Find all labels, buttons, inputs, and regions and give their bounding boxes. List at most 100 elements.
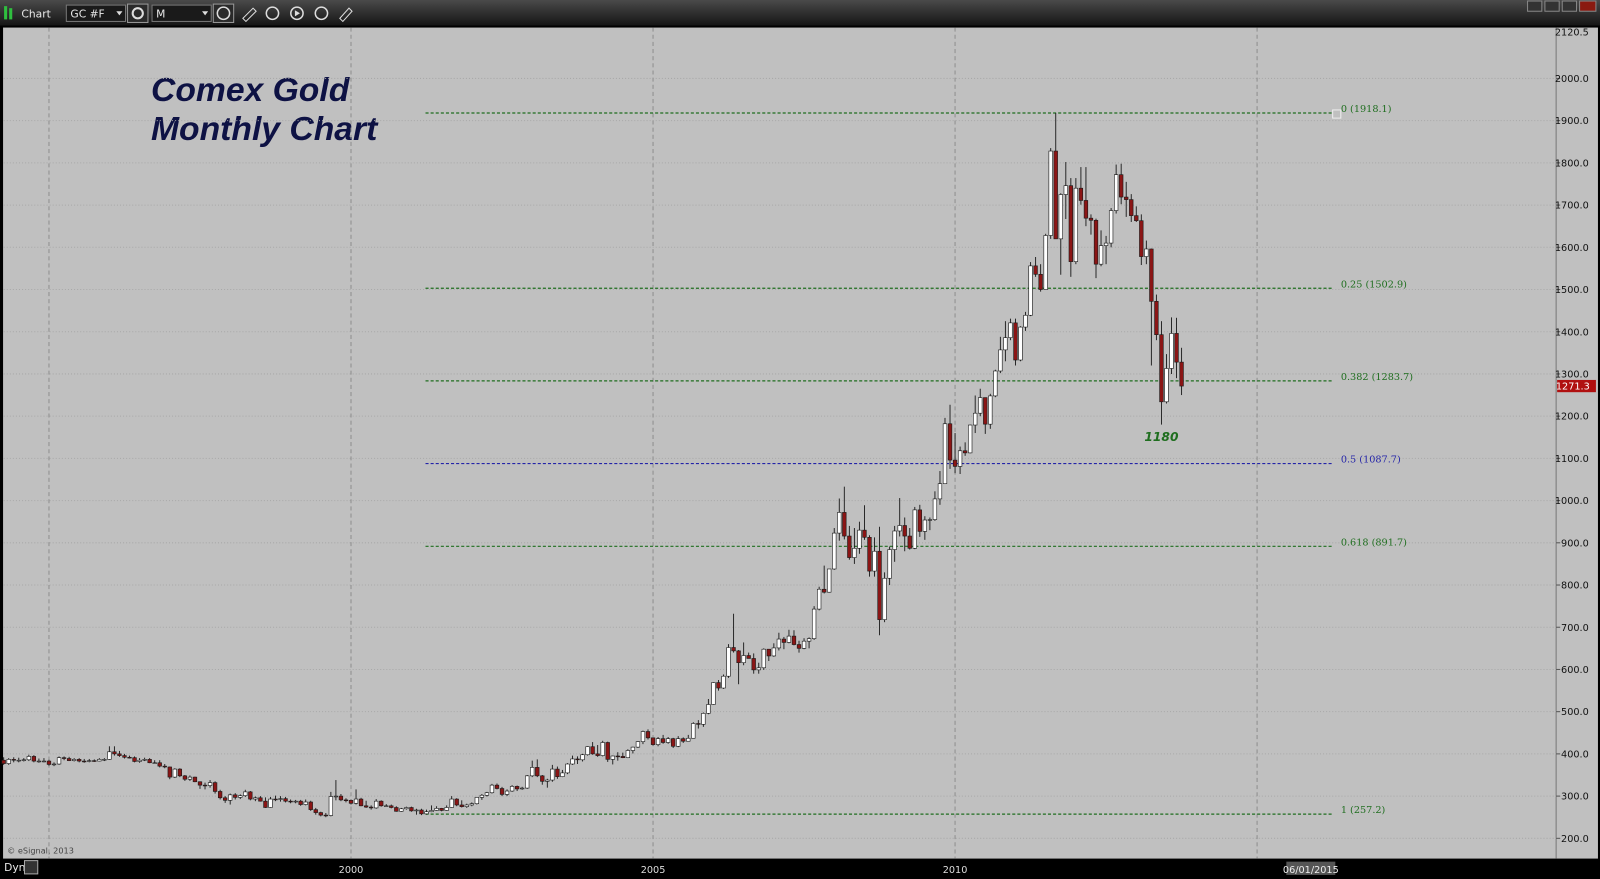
candle-body [212,782,218,792]
candle-body [258,797,263,802]
candle-body [882,577,887,620]
y-tick-label: 700.0 [1561,623,1589,634]
maximize-button[interactable] [1561,0,1578,12]
candle-body [1018,326,1023,361]
last-price-box [1557,379,1596,393]
candle-body [197,781,203,786]
candle-body [902,525,907,537]
candle-body [223,797,228,801]
candle-body [1048,150,1053,236]
restore-button[interactable] [1527,0,1543,12]
candle-body [852,547,857,558]
candle-body [1119,174,1124,198]
pencil-button[interactable] [242,7,257,23]
mode-button[interactable] [23,860,39,875]
candle-body [640,731,646,742]
candle-body [520,787,525,790]
candle-body [288,800,293,803]
copyright: © eSignal, 2013 [7,845,74,855]
candle-body [464,804,469,807]
candle-body [630,746,636,751]
time-axis [0,859,1600,877]
candle-body [348,800,354,804]
candle-body [1,759,6,764]
candle-body [957,450,963,467]
close-button[interactable] [1579,0,1597,12]
candle-body [1134,215,1139,222]
settings-button[interactable] [127,3,149,23]
play-button[interactable] [290,6,304,21]
candle-body [293,800,298,803]
candle-body [1053,150,1058,240]
last-price-label: 1271.3 [1556,382,1590,393]
candle-body [1088,217,1094,221]
candle-body [857,529,862,549]
candle-body [182,775,188,780]
candle-body [26,756,31,761]
candle-body [1033,265,1038,275]
candle-body [655,738,661,745]
candle-body [102,759,107,761]
candle-body [736,650,741,664]
candle-body [248,791,253,800]
symbol[interactable]: GC #F [70,7,104,20]
y-top-label: 2120.5 [1555,28,1589,39]
candle-body [1073,187,1079,262]
candle-body [1058,194,1063,240]
candle-body [525,775,530,789]
candle-body [686,737,691,742]
candle-body [46,760,52,765]
candle-body [1083,200,1089,219]
candle-body [273,798,278,801]
candle-body [1179,361,1184,387]
candle-body [147,759,152,764]
minimize-button[interactable] [1544,0,1560,12]
candle-body [847,535,852,558]
y-tick-label: 1500.0 [1555,285,1589,296]
candle-body [842,512,847,537]
candle-body [82,760,87,763]
candle-body [1098,245,1104,265]
candle-body [575,758,580,761]
candle-body [822,588,827,593]
candle-body [278,798,283,800]
candle-body [897,525,902,532]
candle-body [927,519,933,521]
candle-body [1169,333,1174,369]
candle-body [77,759,82,762]
gear-icon [131,7,144,20]
candle-body [746,655,751,659]
candle-body [1038,274,1043,290]
y-tick-label: 900.0 [1561,538,1589,549]
candle-body [973,412,978,426]
interval-box[interactable] [151,4,212,22]
candle-body [786,635,792,643]
app-icon [9,8,13,20]
zoom-button[interactable] [314,6,329,21]
candle-body [353,798,359,804]
candle-body [152,762,157,764]
candle-body [625,750,631,758]
candle-body [1043,235,1048,290]
candle-body [771,647,776,657]
candle-body [343,799,349,802]
candle-body [610,755,615,760]
symbol-box[interactable] [65,4,127,22]
eraser-button[interactable] [339,7,353,23]
x-tick-label: 2005 [641,865,666,876]
candle-body [87,760,92,762]
refresh-button[interactable] [265,6,280,21]
candle-body [177,768,182,777]
candle-body [424,811,429,815]
candle-body [303,801,308,805]
candle-body [207,782,213,786]
candle-body [691,723,696,739]
candle-body [318,812,323,816]
toolbar [0,0,1600,26]
interval[interactable]: M [156,7,165,20]
candle-body [107,751,112,760]
mode-label[interactable]: Dyn [4,861,25,874]
candle-body [550,768,555,781]
app-icon [4,6,8,20]
candle-body [97,759,102,762]
